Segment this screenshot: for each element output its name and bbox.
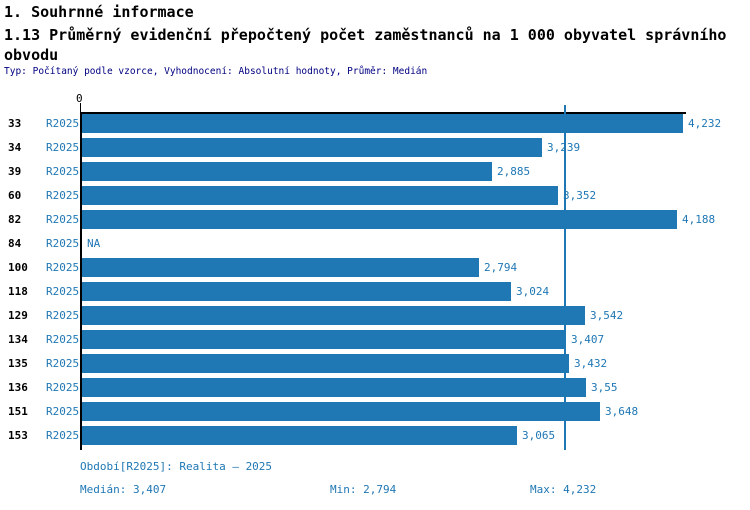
bar-value-label: 3,352 (563, 189, 597, 202)
x-axis-zero-label: 0 (76, 92, 83, 105)
row-category-label: 153 (8, 429, 28, 442)
chart-bar (82, 138, 542, 157)
bar-value-label: 4,232 (688, 117, 722, 130)
row-category-label: 39 (8, 165, 22, 178)
row-series-label: R2025 (46, 357, 80, 370)
x-axis-zero-tick (80, 103, 81, 112)
row-category-label: 151 (8, 405, 28, 418)
median-reference-line (564, 105, 566, 450)
chart-bar (82, 186, 558, 205)
row-series-label: R2025 (46, 165, 80, 178)
bar-value-label: 4,188 (682, 213, 716, 226)
chart-bar (82, 114, 683, 133)
row-series-label: R2025 (46, 285, 80, 298)
chart-bar (82, 210, 677, 229)
row-series-label: R2025 (46, 213, 80, 226)
report-section-title: 1. Souhrnné informace (4, 3, 194, 21)
chart-bar (82, 426, 517, 445)
bar-value-label: 3,55 (591, 381, 618, 394)
row-category-label: 82 (8, 213, 22, 226)
chart-subtitle: Typ: Počítaný podle vzorce, Vyhodnocení:… (4, 66, 428, 77)
row-series-label: R2025 (46, 429, 80, 442)
bar-na-label: NA (87, 237, 101, 250)
y-axis-line (80, 112, 82, 450)
footer-min-stat: Min: 2,794 (330, 483, 397, 496)
bar-value-label: 3,024 (516, 285, 550, 298)
chart-bar (82, 330, 566, 349)
chart-bar (82, 354, 569, 373)
row-category-label: 129 (8, 309, 28, 322)
chart-bar (82, 258, 479, 277)
bar-value-label: 3,648 (605, 405, 639, 418)
bar-value-label: 2,794 (484, 261, 518, 274)
row-category-label: 100 (8, 261, 28, 274)
row-category-label: 84 (8, 237, 22, 250)
footer-period-label: Období[R2025]: Realita – 2025 (80, 460, 273, 473)
row-category-label: 33 (8, 117, 22, 130)
row-category-label: 34 (8, 141, 22, 154)
row-series-label: R2025 (46, 309, 80, 322)
row-series-label: R2025 (46, 237, 80, 250)
row-series-label: R2025 (46, 189, 80, 202)
row-series-label: R2025 (46, 261, 80, 274)
x-axis-line (80, 112, 686, 114)
footer-max-stat: Max: 4,232 (530, 483, 597, 496)
footer-median-stat: Medián: 3,407 (80, 483, 167, 496)
chart-title-line2: obvodu (4, 46, 59, 64)
row-series-label: R2025 (46, 141, 80, 154)
bar-value-label: 3,239 (547, 141, 581, 154)
row-series-label: R2025 (46, 405, 80, 418)
chart-bar (82, 378, 586, 397)
bar-value-label: 3,065 (522, 429, 556, 442)
row-category-label: 135 (8, 357, 28, 370)
bar-value-label: 3,407 (571, 333, 605, 346)
chart-title-line1: 1.13 Průměrný evidenční přepočtený počet… (4, 26, 727, 44)
row-category-label: 134 (8, 333, 28, 346)
chart-bar (82, 402, 600, 421)
row-series-label: R2025 (46, 381, 80, 394)
chart-bar (82, 282, 511, 301)
bar-value-label: 3,432 (574, 357, 608, 370)
bar-value-label: 2,885 (497, 165, 531, 178)
chart-bar (82, 162, 492, 181)
row-series-label: R2025 (46, 117, 80, 130)
chart-bar (82, 306, 585, 325)
row-series-label: R2025 (46, 333, 80, 346)
row-category-label: 60 (8, 189, 22, 202)
row-category-label: 118 (8, 285, 28, 298)
bar-value-label: 3,542 (590, 309, 624, 322)
row-category-label: 136 (8, 381, 28, 394)
